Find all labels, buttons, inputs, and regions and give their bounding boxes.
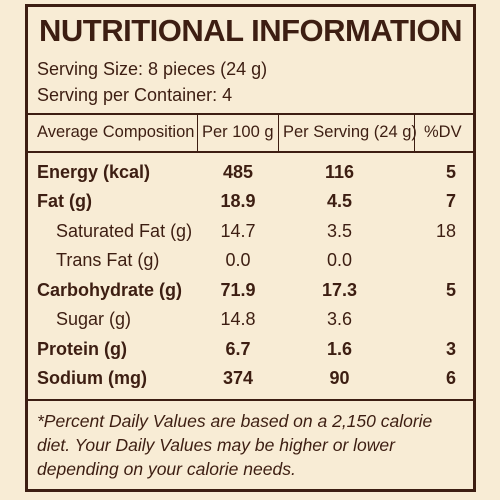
value-per-serving: 17.3	[321, 280, 358, 300]
value-dv: 5	[445, 162, 456, 182]
serving-size: Serving Size: 8 pieces (24 g)	[37, 59, 268, 79]
nutrient-name: Protein (g)	[37, 339, 127, 359]
divider-footnote	[28, 399, 473, 401]
nutrient-row-trans-fat: Trans Fat (g) 0.0 0.0	[28, 250, 473, 278]
header-per-100g: Per 100 g	[202, 123, 274, 141]
value-per-serving: 3.5	[326, 221, 353, 241]
header-composition: Average Composition	[37, 123, 195, 141]
nutrient-name: Trans Fat (g)	[56, 250, 160, 270]
header-divider	[278, 113, 279, 151]
value-per-100g: 14.8	[220, 309, 256, 329]
nutrition-label: NUTRITIONAL INFORMATION Serving Size: 8 …	[25, 4, 476, 492]
servings-per-container: Serving per Container: 4	[37, 85, 233, 105]
value-per-serving: 90	[329, 368, 350, 388]
value-per-serving: 116	[324, 162, 355, 182]
header-divider	[197, 113, 198, 151]
value-dv: 6	[445, 368, 456, 388]
header-dv: %DV	[424, 123, 462, 141]
divider-header	[28, 151, 473, 153]
value-per-serving: 3.6	[326, 309, 353, 329]
nutrient-row-fat: Fat (g) 18.9 4.5 7	[28, 191, 473, 219]
label-title: NUTRITIONAL INFORMATION	[38, 13, 463, 48]
nutrient-name: Energy (kcal)	[37, 162, 151, 182]
daily-values-footnote: *Percent Daily Values are based on a 2,1…	[37, 411, 433, 479]
nutrient-row-protein: Protein (g) 6.7 1.6 3	[28, 339, 473, 367]
nutrient-row-sugar: Sugar (g) 14.8 3.6	[28, 309, 473, 337]
value-per-serving: 4.5	[326, 191, 353, 211]
divider-top	[28, 113, 473, 115]
value-per-100g: 485	[222, 162, 254, 182]
value-per-100g: 71.9	[220, 280, 256, 300]
value-dv: 7	[445, 191, 456, 211]
nutrient-row-sodium: Sodium (mg) 374 90 6	[28, 368, 473, 396]
header-per-serving: Per Serving (24 g)	[283, 123, 417, 141]
value-dv: 5	[445, 280, 456, 300]
nutrient-name: Fat (g)	[37, 191, 92, 211]
value-per-100g: 6.7	[225, 339, 251, 359]
value-dv: 18	[435, 221, 456, 241]
value-per-100g: 374	[222, 368, 254, 388]
nutrient-row-energy: Energy (kcal) 485 116 5	[28, 162, 473, 190]
nutrient-row-saturated-fat: Saturated Fat (g) 14.7 3.5 18	[28, 221, 473, 249]
nutrient-name: Carbohydrate (g)	[37, 280, 183, 300]
nutrient-name: Sodium (mg)	[37, 368, 147, 388]
value-per-serving: 0.0	[326, 250, 353, 270]
nutrient-name: Saturated Fat (g)	[56, 221, 193, 241]
nutrient-row-carbohydrate: Carbohydrate (g) 71.9 17.3 5	[28, 280, 473, 308]
value-per-100g: 18.9	[220, 191, 256, 211]
value-per-100g: 14.7	[220, 221, 256, 241]
value-per-serving: 1.6	[326, 339, 353, 359]
header-divider	[414, 113, 415, 151]
value-dv: 3	[445, 339, 456, 359]
value-per-100g: 0.0	[225, 250, 251, 270]
nutrient-name: Sugar (g)	[56, 309, 132, 329]
